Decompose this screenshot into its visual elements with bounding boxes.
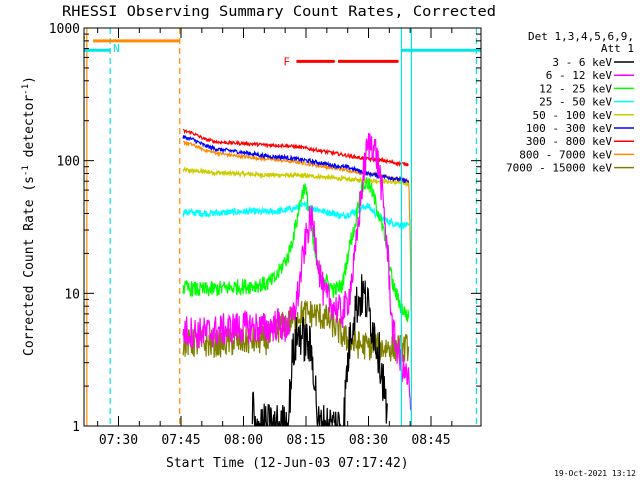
- legend-label-6: 300 - 800 keV: [526, 135, 612, 148]
- legend-label-5: 100 - 300 keV: [526, 122, 612, 135]
- y-tick-label-1: 1: [72, 420, 80, 435]
- night-label: N: [113, 42, 120, 55]
- y-tick-label-10: 10: [64, 287, 80, 302]
- legend-label-8: 7000 - 15000 keV: [506, 162, 612, 175]
- series-line-50-100-kev: [182, 166, 410, 188]
- annotation-layer: S N F: [79, 28, 481, 426]
- legend-title-line1: Det 1,3,4,5,6,9,: [528, 30, 634, 43]
- legend-label-2: 12 - 25 keV: [539, 82, 612, 95]
- x-tick-label-0800: 08:00: [224, 433, 263, 448]
- legend-label-7: 800 - 7000 keV: [519, 148, 612, 161]
- x-tick-label-0730: 07:30: [99, 433, 138, 448]
- y-axis-label-exp1: -1: [21, 165, 31, 176]
- saa-label: S: [79, 30, 86, 43]
- y-axis-label: Corrected Count Rate (s-1 detector-1): [21, 76, 37, 356]
- x-tick-label-0745: 07:45: [161, 433, 200, 448]
- series-line-12-25-kev: [182, 177, 410, 323]
- chart-title: RHESSI Observing Summary Count Rates, Co…: [62, 4, 496, 20]
- legend-label-4: 50 - 100 keV: [533, 109, 613, 122]
- series-layer: [182, 128, 412, 426]
- series-line-25-50-kev: [182, 200, 410, 230]
- legend-label-3: 25 - 50 keV: [539, 96, 612, 109]
- legend-title-line2: Att 1: [601, 42, 634, 55]
- y-axis-label-mid: detector: [22, 95, 37, 166]
- y-axis-label-exp2: -1: [21, 84, 31, 95]
- series-line-6-12-kev: [182, 132, 412, 411]
- y-axis: 1 10 100 1000: [49, 22, 481, 435]
- y-tick-label-1000: 1000: [49, 22, 80, 37]
- x-tick-label-0845: 08:45: [411, 433, 450, 448]
- series-line-100-300-kev: [182, 135, 410, 184]
- y-axis-label-pre: Corrected Count Rate (s: [22, 176, 37, 356]
- plot-frame: [83, 27, 482, 427]
- flare-label: F: [283, 55, 290, 68]
- x-axis: 07:30 07:45 08:00 08:15 08:30 08:45: [97, 28, 453, 448]
- legend-label-1: 6 - 12 keV: [546, 69, 613, 82]
- x-tick-label-0830: 08:30: [349, 433, 388, 448]
- series-line-3-6-kev: [251, 274, 388, 426]
- x-tick-label-0815: 08:15: [286, 433, 325, 448]
- x-axis-label: Start Time (12-Jun-03 07:17:42): [166, 456, 409, 471]
- y-tick-label-100: 100: [57, 155, 80, 170]
- legend-label-0: 3 - 6 keV: [552, 56, 612, 69]
- date-stamp: 19-Oct-2021 13:12: [554, 469, 636, 478]
- series-line-300-800-kev: [182, 128, 409, 168]
- y-axis-label-post: ): [22, 76, 37, 84]
